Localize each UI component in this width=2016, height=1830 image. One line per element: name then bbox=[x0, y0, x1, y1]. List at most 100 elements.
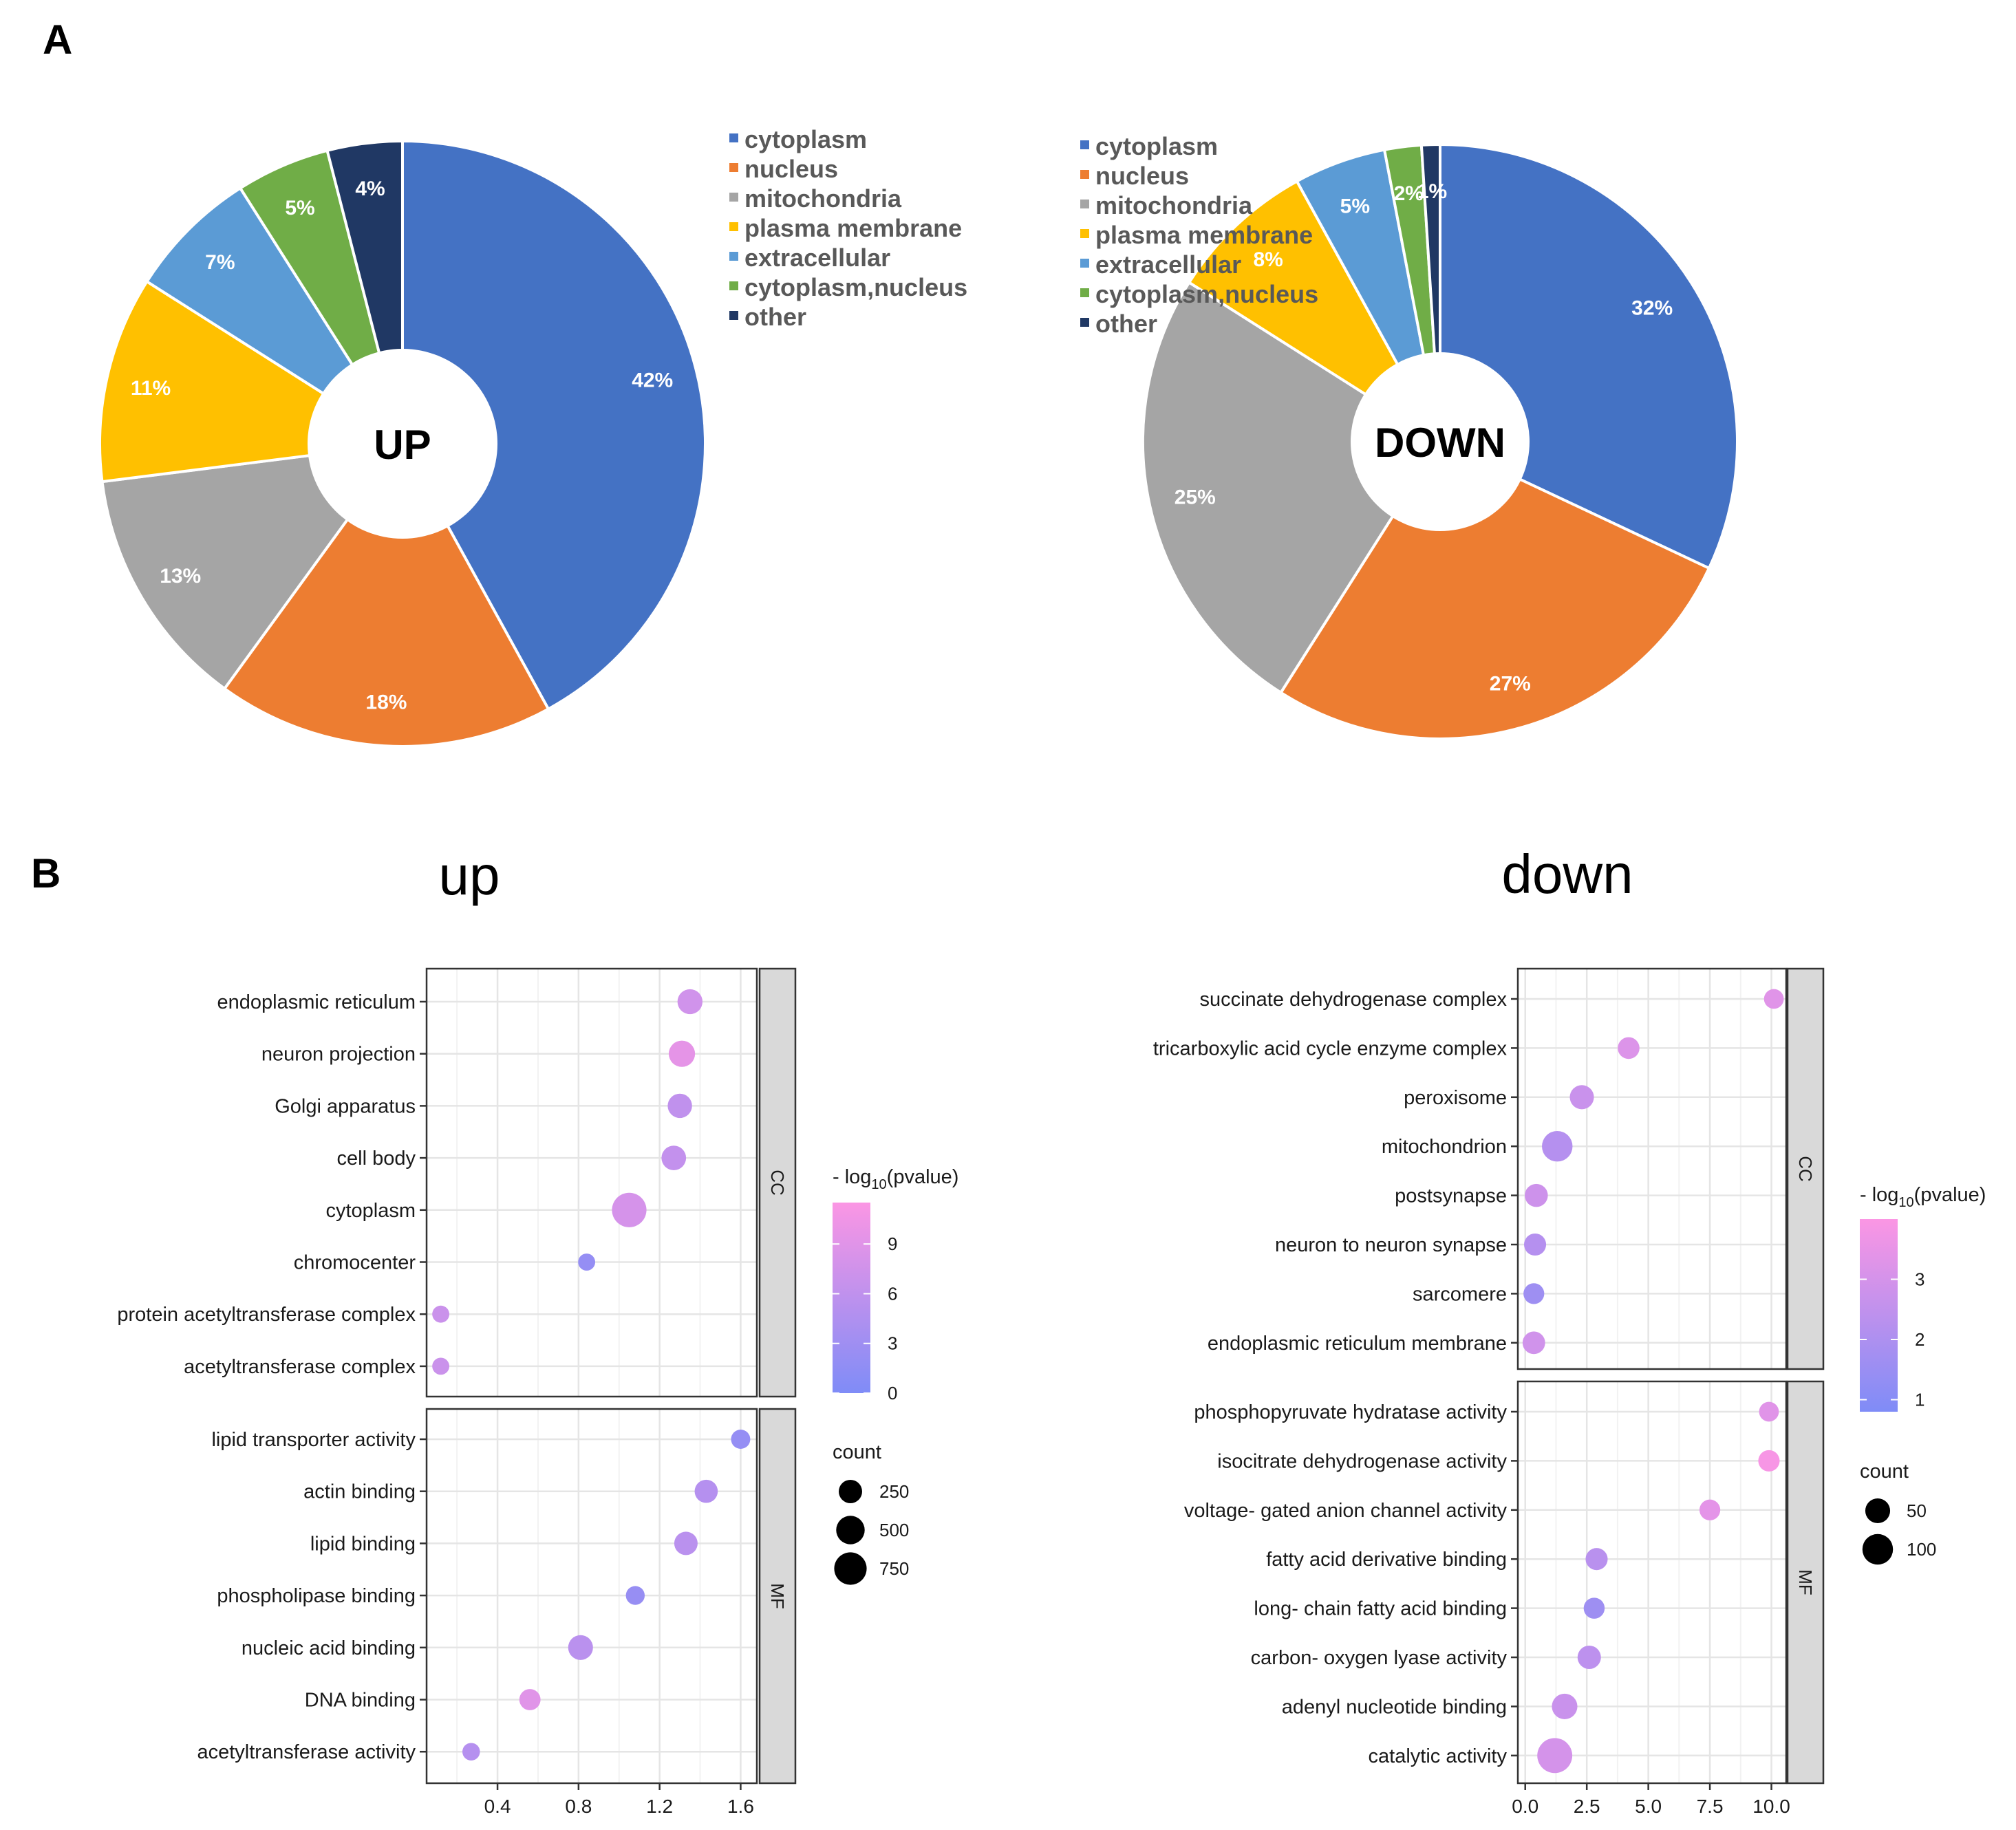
dot-isocitrate-dehydrogenase-activity bbox=[1758, 1450, 1780, 1472]
slice-label-nucleus: 27% bbox=[1490, 673, 1531, 696]
panel-label-a: A bbox=[43, 17, 72, 63]
pie-slice-nucleus bbox=[222, 441, 550, 748]
term-label-succinate-dehydrogenase-complex: succinate dehydrogenase complex bbox=[1199, 989, 1507, 1011]
dot-fatty-acid-derivative-binding bbox=[1585, 1548, 1608, 1571]
facet-strip-mf bbox=[1786, 1380, 1825, 1785]
color-legend-label: 3 bbox=[888, 1333, 897, 1354]
size-legend-dot bbox=[834, 1552, 867, 1585]
x-tick-label: 0.0 bbox=[1512, 1796, 1538, 1817]
size-legend-title: count bbox=[1860, 1461, 1909, 1483]
color-legend-label: 1 bbox=[1915, 1390, 1924, 1410]
slice-label-cytoplasm-nucleus: 5% bbox=[285, 197, 314, 219]
donut-hole bbox=[1351, 352, 1530, 531]
dot-neuron-to-neuron-synapse bbox=[1523, 1233, 1547, 1256]
term-label-tricarboxylic-acid-cycle-enzyme-complex: tricarboxylic acid cycle enzyme complex bbox=[1153, 1037, 1508, 1059]
legend-swatch-nucleus bbox=[729, 163, 738, 172]
pie-slice-plasma-membrane bbox=[1187, 179, 1441, 443]
dot-succinate-dehydrogenase-complex bbox=[1763, 989, 1784, 1009]
legend-label-other: other bbox=[1095, 310, 1157, 338]
facet-border-cc bbox=[1516, 967, 1788, 1370]
term-label-lipid-transporter-activity: lipid transporter activity bbox=[211, 1429, 416, 1451]
donut-hole bbox=[308, 349, 497, 539]
term-label-catalytic-activity: catalytic activity bbox=[1369, 1745, 1508, 1767]
dot-chromocenter bbox=[578, 1253, 596, 1271]
dot-phospholipase-binding bbox=[625, 1586, 645, 1605]
legend-label-cytoplasm-nucleus: cytoplasm,nucleus bbox=[744, 273, 967, 301]
size-legend-label: 750 bbox=[879, 1558, 909, 1579]
color-legend-title: - log10(pvalue) bbox=[1860, 1184, 1986, 1210]
term-label-lipid-binding: lipid binding bbox=[310, 1533, 416, 1555]
dot-dna-binding bbox=[519, 1689, 541, 1710]
size-legend-dot bbox=[836, 1516, 865, 1544]
slice-label-cytoplasm: 32% bbox=[1631, 297, 1673, 319]
dot-endoplasmic-reticulum bbox=[677, 989, 703, 1015]
term-label-postsynapse: postsynapse bbox=[1395, 1185, 1507, 1207]
dot-voltage-gated-anion-channel-activity bbox=[1699, 1499, 1721, 1520]
slice-label-extracellular: 5% bbox=[1340, 195, 1370, 218]
donut-chart-up: 42% 18% 13% 11% 7% 5% 4% UP cytoplasmnucleusmito… bbox=[98, 125, 967, 748]
size-legend-label: 100 bbox=[1907, 1539, 1936, 1560]
legend-swatch-extracellular bbox=[729, 252, 738, 261]
size-legend-label: 50 bbox=[1907, 1500, 1927, 1521]
legend-swatch-cytoplasm-nucleus bbox=[1080, 288, 1089, 297]
slice-label-plasma-membrane: 8% bbox=[1253, 248, 1283, 271]
dot-tricarboxylic-acid-cycle-enzyme-complex bbox=[1618, 1037, 1640, 1059]
x-tick-label: 0.4 bbox=[484, 1796, 511, 1817]
term-label-golgi-apparatus: Golgi apparatus bbox=[275, 1095, 416, 1117]
legend-label-mitochondria: mitochondria bbox=[1095, 191, 1253, 219]
legend-label-cytoplasm-nucleus: cytoplasm,nucleus bbox=[1095, 280, 1318, 308]
legend-label-nucleus: nucleus bbox=[1095, 162, 1189, 190]
x-tick-label: 2.5 bbox=[1574, 1796, 1600, 1817]
pie-slice-mitochondria bbox=[1141, 280, 1442, 695]
facet-strip-cc bbox=[758, 967, 797, 1398]
legend-swatch-cytoplasm bbox=[1080, 140, 1089, 149]
x-tick-label: 10.0 bbox=[1752, 1796, 1790, 1817]
term-label-acetyltransferase-activity: acetyltransferase activity bbox=[197, 1741, 416, 1763]
facet-panel-cc bbox=[427, 969, 757, 1397]
dot-protein-acetyltransferase-complex bbox=[432, 1305, 450, 1323]
x-tick-label: 5.0 bbox=[1635, 1796, 1662, 1817]
slice-label-plasma-membrane: 11% bbox=[131, 377, 171, 400]
slice-label-nucleus: 18% bbox=[365, 691, 407, 713]
term-label-acetyltransferase-complex: acetyltransferase complex bbox=[184, 1356, 416, 1378]
donut-chart-down: 32% 27% 25% 8% 5% 2%1% DOWN cytoplasmnucleusmit… bbox=[1080, 132, 1739, 740]
slice-label-mitochondria: 25% bbox=[1175, 486, 1216, 509]
facet-strip-cc bbox=[1786, 967, 1825, 1370]
facet-border-mf bbox=[1516, 1380, 1788, 1785]
color-legend-bar bbox=[1860, 1219, 1898, 1412]
term-label-voltage-gated-anion-channel-activity: voltage- gated anion channel activity bbox=[1184, 1500, 1508, 1522]
color-legend-label: 2 bbox=[1915, 1329, 1924, 1350]
term-label-phosphopyruvate-hydratase-activity: phosphopyruvate hydratase activity bbox=[1194, 1401, 1507, 1423]
x-tick-label: 7.5 bbox=[1697, 1796, 1724, 1817]
legend-label-extracellular: extracellular bbox=[744, 244, 890, 272]
term-label-peroxisome: peroxisome bbox=[1404, 1087, 1507, 1109]
legend-swatch-other bbox=[1080, 318, 1089, 327]
legend-swatch-mitochondria bbox=[729, 193, 738, 202]
term-label-dna-binding: DNA binding bbox=[305, 1690, 416, 1712]
term-label-cell-body: cell body bbox=[337, 1148, 416, 1170]
legend-swatch-cytoplasm-nucleus bbox=[729, 281, 738, 290]
facet-strip-label-cc: CC bbox=[1795, 1156, 1816, 1182]
dot-lipid-transporter-activity bbox=[731, 1430, 751, 1449]
legend-swatch-mitochondria bbox=[1080, 200, 1089, 208]
dot-cell-body bbox=[661, 1145, 687, 1170]
dot-postsynapse bbox=[1525, 1183, 1548, 1207]
legend-label-mitochondria: mitochondria bbox=[744, 184, 902, 213]
color-legend-label: 9 bbox=[888, 1234, 897, 1254]
dot-acetyltransferase-activity bbox=[462, 1743, 480, 1761]
dot-peroxisome bbox=[1569, 1085, 1594, 1110]
dot-cytoplasm bbox=[612, 1192, 647, 1227]
term-label-cytoplasm: cytoplasm bbox=[325, 1200, 416, 1222]
x-tick-label: 1.6 bbox=[727, 1796, 754, 1817]
term-label-protein-acetyltransferase-complex: protein acetyltransferase complex bbox=[117, 1304, 416, 1326]
center-label: UP bbox=[374, 422, 431, 468]
term-label-isocitrate-dehydrogenase-activity: isocitrate dehydrogenase activity bbox=[1217, 1450, 1507, 1472]
legend-label-plasma-membrane: plasma membrane bbox=[744, 214, 962, 242]
facet-panel-cc bbox=[1518, 969, 1786, 1369]
legend-label-cytoplasm: cytoplasm bbox=[1095, 132, 1218, 160]
dot-adenyl-nucleotide-binding bbox=[1552, 1693, 1578, 1719]
legend-swatch-nucleus bbox=[1080, 170, 1089, 179]
term-label-sarcomere: sarcomere bbox=[1413, 1283, 1507, 1305]
facet-panel-mf bbox=[1518, 1381, 1786, 1783]
